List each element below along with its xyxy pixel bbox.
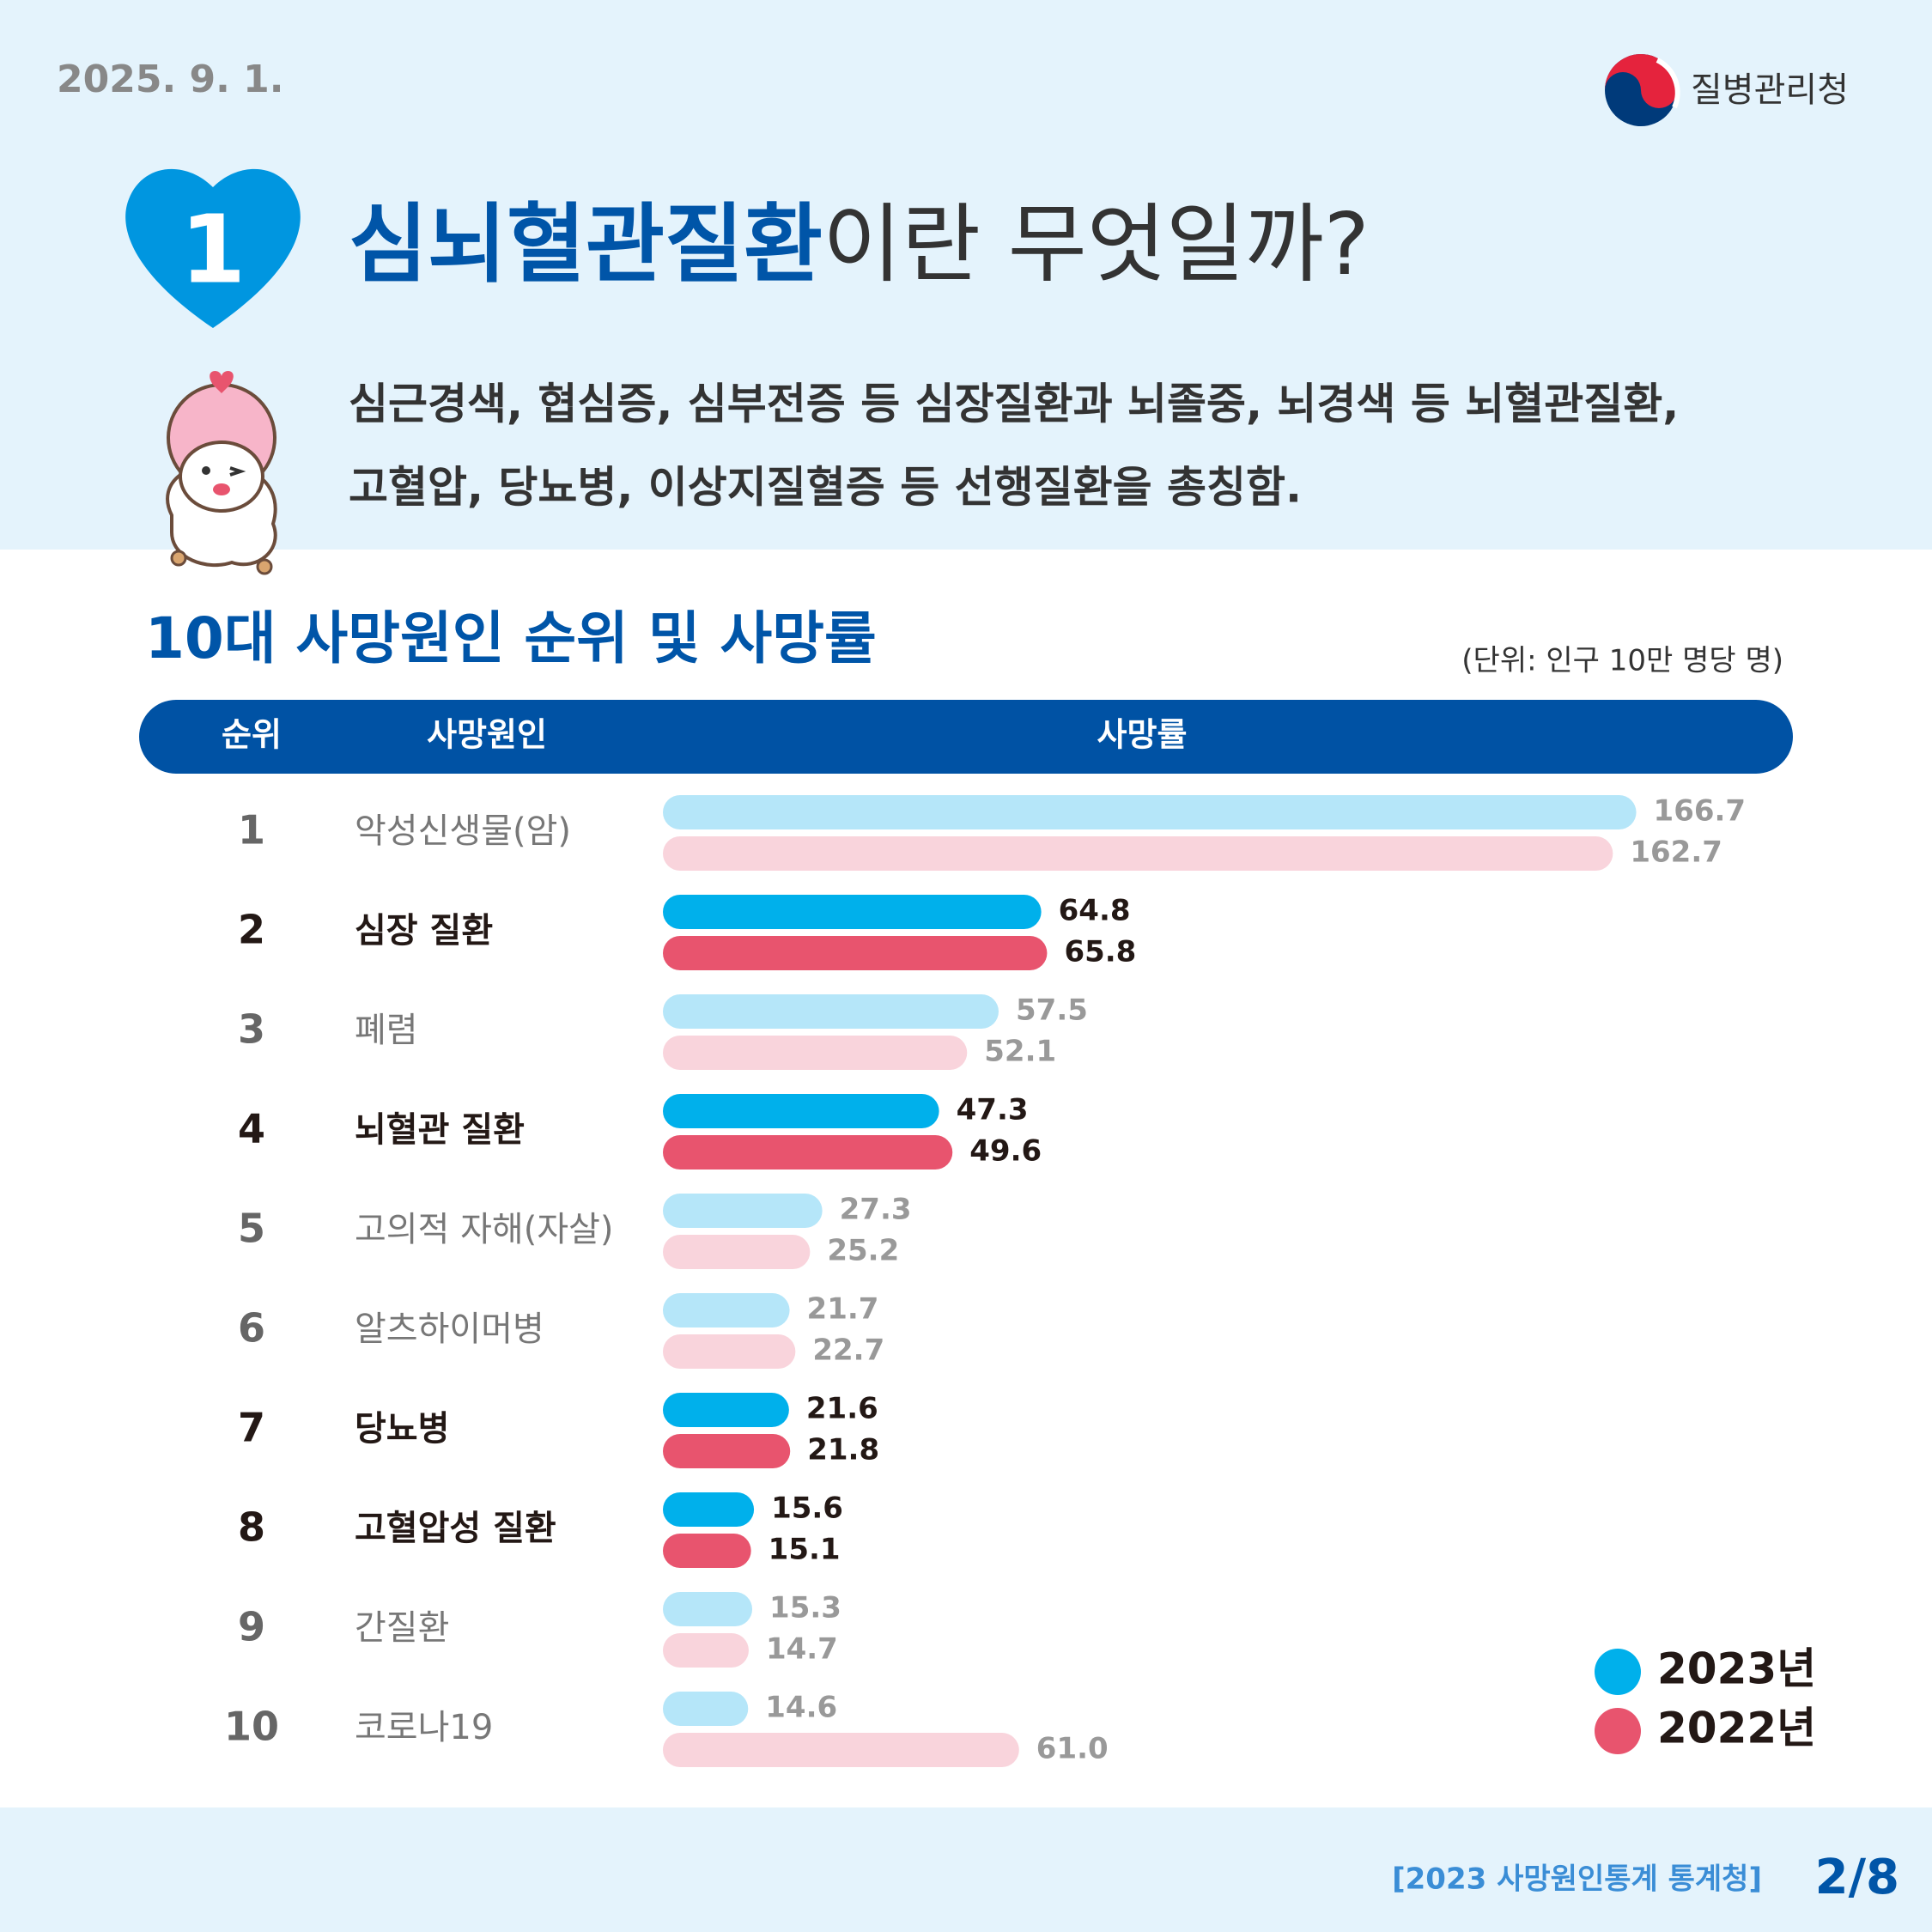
bar (663, 1094, 939, 1128)
rank: 10 (224, 1704, 279, 1750)
bar (663, 1334, 796, 1369)
bar (663, 795, 1637, 829)
chart-title: 10대 사망원인 순위 및 사망률 (145, 605, 877, 671)
footer-background (0, 1807, 1932, 1932)
category-label: 코로나19 (355, 1708, 493, 1747)
date: 2025. 9. 1. (57, 58, 283, 101)
value-label: 47.3 (957, 1093, 1029, 1127)
category-label: 고혈압성 질환 (355, 1509, 556, 1548)
value-label: 162.7 (1630, 835, 1722, 870)
bar (663, 895, 1042, 929)
category-label: 폐렴 (355, 1011, 418, 1050)
bar (663, 1194, 823, 1228)
rank: 1 (238, 807, 265, 854)
value-label: 49.6 (969, 1134, 1042, 1169)
column-header: 사망원인 (427, 716, 547, 754)
value-label: 21.7 (807, 1292, 879, 1327)
value-label: 61.0 (1036, 1732, 1109, 1766)
rank: 9 (238, 1604, 265, 1650)
category-label: 간질환 (355, 1608, 449, 1648)
bar (663, 1293, 790, 1327)
description-line: 고혈압, 당뇨병, 이상지질혈증 등 선행질환을 총칭함. (349, 463, 1302, 513)
source: [2023 사망원인통계 통계청] (1392, 1862, 1762, 1897)
bar (663, 1434, 791, 1468)
category-label: 뇌혈관 질환 (355, 1110, 525, 1150)
category-label: 당뇨병 (355, 1409, 449, 1449)
rank: 4 (238, 1106, 265, 1152)
rank: 3 (238, 1006, 265, 1053)
value-label: 14.6 (765, 1691, 837, 1725)
category-label: 악성신생물(암) (355, 811, 571, 851)
rank: 5 (238, 1206, 265, 1252)
category-label: 알츠하이머병 (355, 1309, 544, 1349)
rank: 7 (238, 1405, 265, 1451)
bar (663, 1534, 751, 1568)
value-label: 27.3 (840, 1193, 912, 1227)
bar (663, 1692, 749, 1726)
legend-label: 2023년 (1657, 1644, 1816, 1694)
value-label: 22.7 (812, 1334, 884, 1368)
column-header: 순위 (222, 716, 282, 754)
heart-badge (125, 168, 301, 328)
bar (663, 1235, 811, 1269)
rank: 8 (238, 1504, 265, 1551)
title-rest: 이란 무엇일까? (823, 194, 1370, 295)
column-header: 사망률 (1097, 716, 1188, 754)
legend-swatch (1595, 1649, 1641, 1695)
title: 심뇌혈관질환이란 무엇일까? (349, 194, 1370, 295)
value-label: 25.2 (827, 1234, 899, 1268)
bar (663, 1036, 968, 1070)
value-label: 65.8 (1064, 935, 1136, 969)
description-line: 심근경색, 협심증, 심부전증 등 심장질환과 뇌졸중, 뇌경색 등 뇌혈관질환… (349, 380, 1679, 429)
logo (1605, 54, 1680, 126)
bar (663, 836, 1613, 871)
bar (663, 1135, 953, 1170)
legend-label: 2022년 (1657, 1704, 1816, 1753)
bar (663, 1393, 789, 1427)
rank: 2 (238, 907, 265, 953)
page-number: 2/8 (1815, 1850, 1899, 1905)
category-label: 심장 질환 (355, 911, 493, 951)
value-label: 166.7 (1654, 794, 1747, 829)
bar (663, 1733, 1019, 1767)
legend-swatch (1595, 1708, 1641, 1754)
value-label: 21.6 (806, 1392, 878, 1426)
mascot (166, 371, 277, 575)
unit-label: (단위: 인구 10만 명당 명) (1461, 644, 1783, 678)
org-name: 질병관리청 (1691, 70, 1849, 110)
value-label: 57.5 (1016, 993, 1088, 1028)
value-label: 15.3 (769, 1591, 841, 1625)
bar (663, 936, 1048, 970)
value-label: 21.8 (807, 1433, 879, 1467)
rank: 6 (238, 1305, 265, 1352)
value-label: 14.7 (766, 1632, 838, 1667)
bar (663, 994, 999, 1029)
value-label: 15.6 (771, 1492, 843, 1526)
table-header (139, 700, 1793, 774)
title-highlight: 심뇌혈관질환 (349, 194, 823, 295)
bar (663, 1633, 749, 1668)
category-label: 고의적 자해(자살) (355, 1210, 614, 1249)
badge-number: 1 (180, 194, 246, 304)
value-label: 64.8 (1059, 894, 1131, 928)
value-label: 15.1 (769, 1533, 841, 1567)
value-label: 52.1 (984, 1035, 1056, 1069)
bar (663, 1592, 753, 1626)
bar (663, 1492, 755, 1527)
